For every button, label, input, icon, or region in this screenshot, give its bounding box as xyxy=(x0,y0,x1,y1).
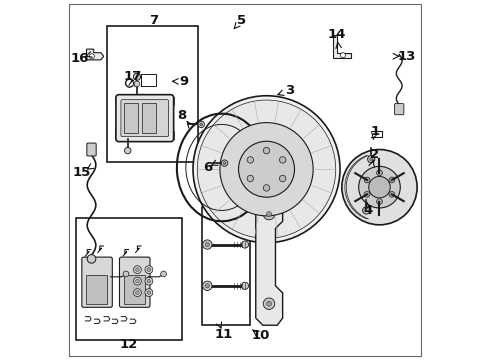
FancyBboxPatch shape xyxy=(87,143,96,156)
Circle shape xyxy=(247,175,254,182)
Bar xyxy=(107,26,198,162)
Circle shape xyxy=(359,166,400,208)
Circle shape xyxy=(136,279,139,283)
Circle shape xyxy=(363,207,370,214)
Polygon shape xyxy=(256,189,283,325)
Circle shape xyxy=(147,268,151,271)
Circle shape xyxy=(221,160,228,166)
Circle shape xyxy=(368,176,390,198)
Text: 15: 15 xyxy=(73,166,91,179)
Circle shape xyxy=(133,289,141,297)
Circle shape xyxy=(203,240,212,249)
Text: 1: 1 xyxy=(370,125,379,138)
Circle shape xyxy=(133,277,141,285)
Text: 8: 8 xyxy=(177,109,187,122)
Circle shape xyxy=(89,54,95,59)
Polygon shape xyxy=(333,35,351,58)
Circle shape xyxy=(200,123,203,126)
Circle shape xyxy=(133,266,141,274)
Text: 7: 7 xyxy=(149,14,158,27)
Circle shape xyxy=(377,199,382,204)
Circle shape xyxy=(263,298,275,310)
Bar xyxy=(142,103,156,134)
Text: 2: 2 xyxy=(370,148,379,161)
Bar xyxy=(87,275,107,304)
Circle shape xyxy=(242,241,248,248)
Circle shape xyxy=(263,208,275,220)
Polygon shape xyxy=(87,49,104,60)
Circle shape xyxy=(267,212,271,217)
Circle shape xyxy=(341,53,345,58)
Circle shape xyxy=(389,177,395,183)
Bar xyxy=(76,218,182,339)
Circle shape xyxy=(263,185,270,191)
Circle shape xyxy=(377,170,382,176)
Circle shape xyxy=(389,192,395,197)
FancyBboxPatch shape xyxy=(82,257,112,307)
Circle shape xyxy=(239,141,294,197)
Circle shape xyxy=(370,158,373,161)
Bar xyxy=(124,275,145,304)
Circle shape xyxy=(205,242,210,247)
Circle shape xyxy=(124,147,131,154)
Circle shape xyxy=(203,281,212,291)
Circle shape xyxy=(136,268,139,271)
Circle shape xyxy=(198,121,204,128)
Circle shape xyxy=(145,277,153,285)
Text: 9: 9 xyxy=(179,75,189,88)
Circle shape xyxy=(342,149,417,225)
Bar xyxy=(202,207,250,325)
Bar xyxy=(115,131,174,139)
Circle shape xyxy=(279,157,286,163)
Circle shape xyxy=(147,291,151,294)
Circle shape xyxy=(197,100,336,238)
Circle shape xyxy=(279,175,286,182)
FancyBboxPatch shape xyxy=(121,100,169,136)
Text: 5: 5 xyxy=(237,14,246,27)
Text: 17: 17 xyxy=(124,69,142,82)
Text: 3: 3 xyxy=(285,84,294,97)
Circle shape xyxy=(205,284,210,288)
Bar xyxy=(124,103,138,134)
Text: 4: 4 xyxy=(364,204,372,217)
Circle shape xyxy=(364,192,370,197)
Circle shape xyxy=(123,271,129,277)
Circle shape xyxy=(364,177,370,183)
Text: 10: 10 xyxy=(252,329,270,342)
Text: 11: 11 xyxy=(214,328,233,341)
Circle shape xyxy=(368,156,375,163)
FancyBboxPatch shape xyxy=(394,104,404,115)
Circle shape xyxy=(263,147,270,154)
Circle shape xyxy=(242,282,248,289)
Text: 16: 16 xyxy=(71,51,89,64)
Circle shape xyxy=(145,289,153,297)
FancyBboxPatch shape xyxy=(116,95,173,141)
Circle shape xyxy=(247,157,254,163)
Circle shape xyxy=(133,73,141,80)
Text: 12: 12 xyxy=(120,338,138,351)
Circle shape xyxy=(145,266,153,274)
Text: 13: 13 xyxy=(397,50,416,63)
Circle shape xyxy=(134,81,140,87)
Text: 14: 14 xyxy=(327,28,345,41)
Circle shape xyxy=(267,301,271,306)
Bar xyxy=(115,97,174,105)
Circle shape xyxy=(87,255,96,263)
Circle shape xyxy=(147,279,151,283)
Circle shape xyxy=(223,162,226,165)
Circle shape xyxy=(193,96,340,243)
FancyBboxPatch shape xyxy=(120,257,150,307)
Circle shape xyxy=(136,291,139,294)
Circle shape xyxy=(220,123,313,216)
Circle shape xyxy=(161,271,167,277)
Text: 6: 6 xyxy=(203,161,212,174)
